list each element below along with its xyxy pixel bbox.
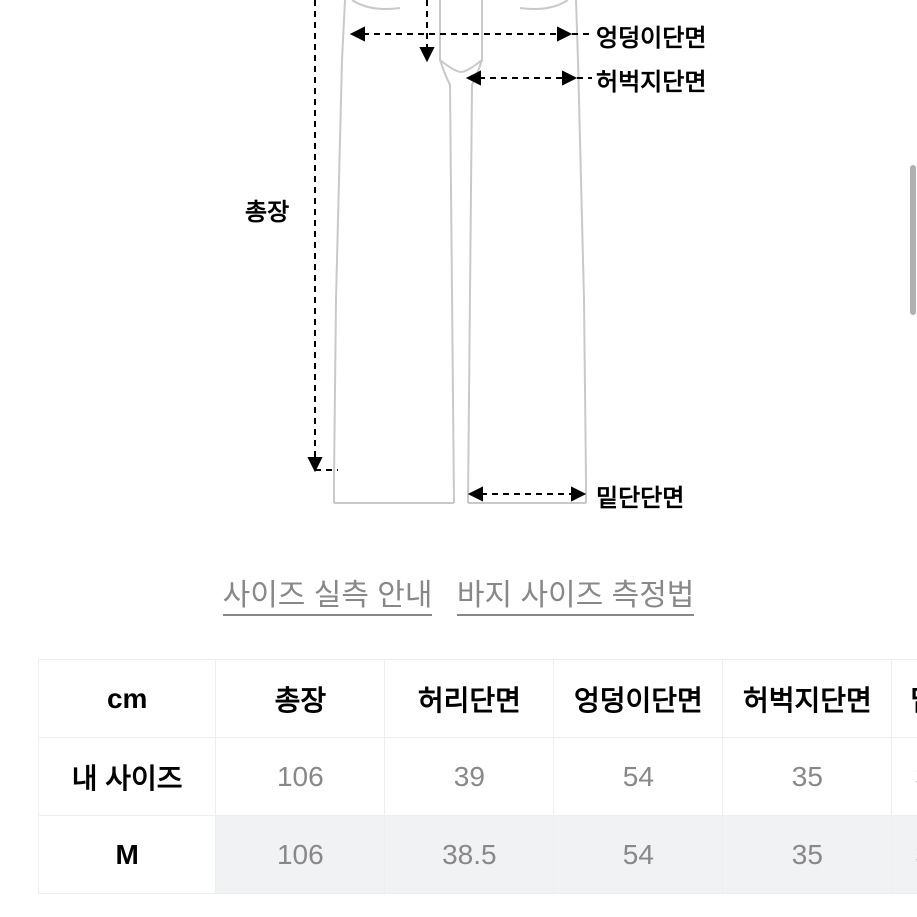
cell: 54: [554, 816, 723, 894]
scrollbar[interactable]: [909, 0, 917, 917]
cell: 35: [723, 738, 892, 816]
th-waist: 허리단면: [385, 660, 554, 738]
label-hip: 엉덩이단면: [596, 18, 706, 53]
pants-svg: [0, 0, 917, 540]
label-hem: 밑단단면: [596, 478, 684, 513]
cell: 39: [385, 738, 554, 816]
th-unit: cm: [39, 660, 216, 738]
pants-diagram: 엉덩이단면 허벅지단면 밑단단면 총장: [0, 0, 917, 540]
scrollbar-thumb[interactable]: [910, 165, 916, 315]
row-label: M: [39, 816, 216, 894]
cell: 35: [723, 816, 892, 894]
cell: 106: [216, 816, 385, 894]
cell: 54: [554, 738, 723, 816]
table-row-m[interactable]: M 106 38.5 54 35 3: [39, 816, 917, 894]
table-header-row: cm 총장 허리단면 엉덩이단면 허벅지단면 밑: [39, 660, 917, 738]
size-table: cm 총장 허리단면 엉덩이단면 허벅지단면 밑 내 사이즈 106 39 54…: [38, 659, 917, 894]
label-thigh: 허벅지단면: [596, 62, 706, 97]
table-row-my-size[interactable]: 내 사이즈 106 39 54 35 3: [39, 738, 917, 816]
link-how-to-measure[interactable]: 바지 사이즈 측정법: [457, 579, 694, 616]
link-size-guide[interactable]: 사이즈 실측 안내: [223, 579, 433, 616]
th-thigh: 허벅지단면: [723, 660, 892, 738]
cell: 106: [216, 738, 385, 816]
th-total-length: 총장: [216, 660, 385, 738]
th-hip: 엉덩이단면: [554, 660, 723, 738]
help-links: 사이즈 실측 안내 바지 사이즈 측정법: [0, 570, 917, 614]
label-total-length: 총장: [245, 192, 289, 227]
row-label: 내 사이즈: [39, 738, 216, 816]
cell: 38.5: [385, 816, 554, 894]
